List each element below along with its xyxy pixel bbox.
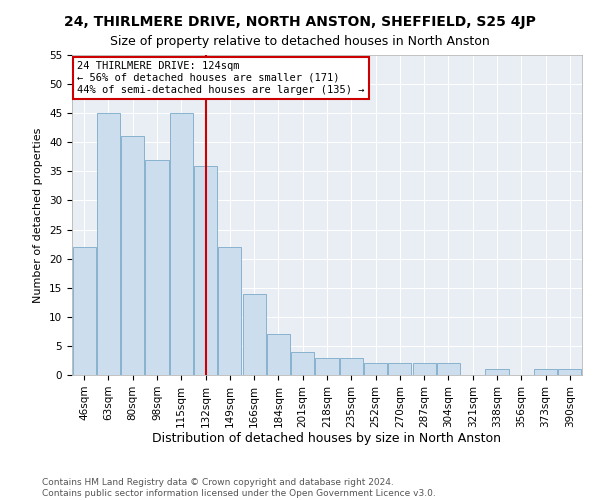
Bar [485,369,509,375]
Bar [97,113,120,375]
Text: Size of property relative to detached houses in North Anston: Size of property relative to detached ho… [110,35,490,48]
Bar [559,369,581,375]
Bar [267,334,290,375]
Bar [291,352,314,375]
Bar [413,364,436,375]
Bar [534,369,557,375]
Bar [242,294,266,375]
Text: 24, THIRLMERE DRIVE, NORTH ANSTON, SHEFFIELD, S25 4JP: 24, THIRLMERE DRIVE, NORTH ANSTON, SHEFF… [64,15,536,29]
Bar [316,358,338,375]
Bar [121,136,144,375]
Bar [388,364,412,375]
Text: Contains HM Land Registry data © Crown copyright and database right 2024.
Contai: Contains HM Land Registry data © Crown c… [42,478,436,498]
Bar [73,247,95,375]
Bar [437,364,460,375]
Bar [340,358,363,375]
X-axis label: Distribution of detached houses by size in North Anston: Distribution of detached houses by size … [152,432,502,446]
Text: 24 THIRLMERE DRIVE: 124sqm
← 56% of detached houses are smaller (171)
44% of sem: 24 THIRLMERE DRIVE: 124sqm ← 56% of deta… [77,62,365,94]
Bar [145,160,169,375]
Bar [218,247,241,375]
Bar [170,113,193,375]
Y-axis label: Number of detached properties: Number of detached properties [34,128,43,302]
Bar [364,364,387,375]
Bar [194,166,217,375]
